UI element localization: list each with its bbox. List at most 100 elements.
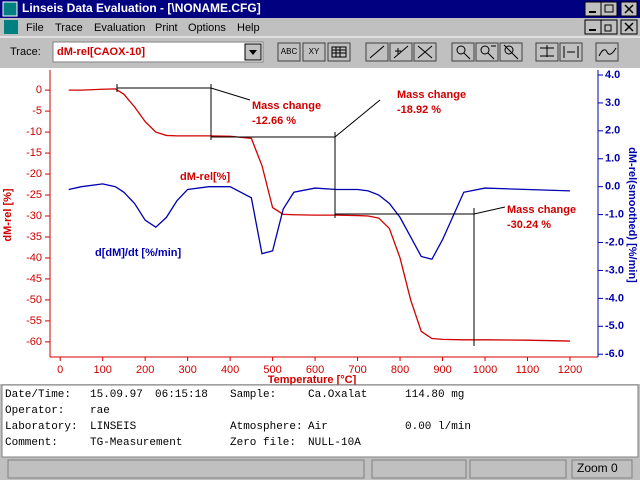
arrow-icon [249,50,257,55]
y2-tick-label: -6.0 [605,348,624,360]
button-label: XY [309,47,320,56]
info-cell: Atmosphere: [230,421,303,433]
y-tick-label: -30 [26,210,42,222]
tool-button[interactable] [327,42,351,62]
y2-tick-label: -2.0 [605,236,624,248]
y2-tick-label: -3.0 [605,264,624,276]
maximize-button[interactable] [600,1,618,17]
x-tick-label: 700 [348,364,366,376]
window-title: Linseis Data Evaluation - [\NONAME.CFG] [22,1,261,15]
restore-button[interactable] [600,19,618,35]
info-cell: Sample: [230,389,276,401]
tool-button[interactable] [277,42,301,62]
tool-button[interactable] [302,42,326,62]
series-label: d[dM]/dt [%/min] [95,247,181,259]
tool-button[interactable] [451,42,475,62]
y-tick-label: -15 [26,147,42,159]
y-tick-label: 0 [36,84,42,96]
series-line [68,88,570,342]
info-cell: Date/Time: [5,389,71,401]
y2-tick-label: 3.0 [605,97,620,109]
window-controls [584,1,638,17]
menu-item[interactable]: Evaluation [94,22,145,34]
y-tick-label: -50 [26,294,42,306]
info-panel [1,384,639,458]
info-cell: Ca.Oxalat [308,389,367,401]
leader-line [211,99,381,218]
info-cell: LINSEIS [90,421,137,433]
x-tick-label: 800 [391,364,409,376]
minimize-button[interactable] [584,19,602,35]
y2-tick-label: 1.0 [605,153,620,165]
annotation-title: Mass change [507,204,576,216]
y2-tick-label: 4.0 [605,69,620,81]
annotation-title: Mass change [397,89,466,101]
annotation-value: -18.92 % [397,104,441,116]
y-tick-label: -40 [26,252,42,264]
y2-tick-label: -1.0 [605,209,624,221]
menu-item[interactable]: Print [155,22,178,34]
title-bar [0,0,640,18]
y-axis-label: dM-rel [%] [2,188,14,242]
y-tick-label: -20 [26,168,42,180]
y-tick-label: -45 [26,273,42,285]
x-tick-label: 0 [57,364,63,376]
button-label: ABC [281,47,298,56]
info-cell: 06:15:18 [155,389,208,401]
info-cell: Operator: [5,405,64,417]
x-tick-label: 1200 [558,364,582,376]
y2-tick-label: -5.0 [605,320,624,332]
info-cell: NULL-10A [308,437,361,449]
child-icon[interactable] [4,20,18,34]
x-axis-label: Temperature [°C] [268,374,357,386]
info-cell: 0.00 l/min [405,421,471,433]
x-tick-label: 300 [178,364,196,376]
app-icon[interactable] [2,1,18,17]
annotation-leaders [116,84,506,346]
chart: 0 100 200 300 400 500 600 700 800 900 1000 1100 1200… [2,69,638,386]
chart-area [0,68,640,384]
y2-tick-label: 0.0 [605,181,620,193]
y2-axis-label: dM-rel(smoothed) [%/min] [626,147,638,283]
status-panel [371,459,467,479]
info-cell: Comment: [5,437,58,449]
menu-item[interactable]: File [26,22,44,34]
info-cell: Air [308,421,328,433]
annotation-value: -12.66 % [252,115,296,127]
menu-item[interactable]: Trace [55,22,83,34]
y-tick-label: -25 [26,189,42,201]
info-cell: 114.80 mg [405,389,464,401]
x-tick-label: 600 [306,364,324,376]
trace-label: Trace: [10,46,41,58]
y-tick-label: -60 [26,336,42,348]
status-bar: Zoom 0 [7,459,633,479]
y2-tick-label: 2.0 [605,125,620,137]
series-line [68,183,570,261]
status-panel [571,459,633,479]
info-cell: rae [90,405,110,417]
zoom-status: Zoom 0 [577,461,618,475]
leader-line [116,84,251,140]
menu-item[interactable]: Help [237,22,260,34]
x-tick-label: 500 [263,364,281,376]
y-tick-label: -5 [32,105,42,117]
trace-dropdown[interactable] [52,41,264,63]
x-tick-label: 900 [433,364,451,376]
info-cell: 15.09.97 [90,389,143,401]
minimize-button[interactable] [584,1,602,17]
menu-item[interactable]: Options [188,22,226,34]
toolbar-icons [331,44,617,60]
info-cell: TG-Measurement [90,437,182,449]
x-tick-label: 200 [136,364,154,376]
trace-value: dM-rel[CAOX-10] [57,46,145,58]
y-tick-label: -35 [26,231,42,243]
annotation-value: -30.24 % [507,219,551,231]
x-tick-label: 400 [221,364,239,376]
child-window-controls [584,19,638,35]
y2-tick-label: -4.0 [605,292,624,304]
x-tick-label: 1000 [473,364,497,376]
series-label: dM-rel[%] [180,171,230,183]
x-tick-label: 100 [93,364,111,376]
